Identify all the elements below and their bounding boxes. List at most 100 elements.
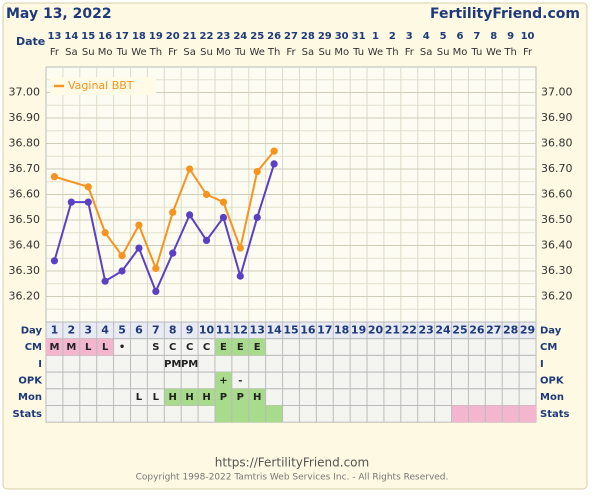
day-number: 11 xyxy=(216,323,231,336)
cell-fill xyxy=(198,388,215,406)
cell-fill xyxy=(231,338,249,356)
cell-text: L xyxy=(85,342,92,353)
date: 13 xyxy=(47,31,61,42)
data-point xyxy=(101,229,109,237)
y-tick-label: 36.50 xyxy=(9,213,41,226)
y-tick-label-right: 36.80 xyxy=(541,137,573,150)
day-number: 29 xyxy=(520,323,535,336)
day-number: 4 xyxy=(101,323,109,336)
cell-fill xyxy=(79,338,97,356)
row-label: I xyxy=(38,359,42,370)
table-row xyxy=(45,388,537,406)
cell-fill xyxy=(214,372,232,389)
y-tick-label: 37.00 xyxy=(9,86,41,99)
cell-text: M xyxy=(66,342,76,353)
y-tick-label: 36.20 xyxy=(9,290,41,303)
weekday: Su xyxy=(318,47,331,58)
date: 27 xyxy=(284,31,298,42)
y-tick-label: 36.70 xyxy=(9,162,41,175)
y-tick-label-right: 36.30 xyxy=(541,264,573,277)
weekday: Su xyxy=(82,47,95,58)
cell-text: M xyxy=(49,342,59,353)
data-point xyxy=(50,257,59,265)
cell-text: P xyxy=(237,392,244,403)
table-row xyxy=(45,354,537,373)
date: 1 xyxy=(372,31,379,42)
day-number: 17 xyxy=(317,323,332,336)
day-number: 8 xyxy=(169,323,177,336)
day-number: 1 xyxy=(51,323,59,336)
day-number: 3 xyxy=(84,323,92,336)
weekday: Th xyxy=(385,47,398,58)
data-point xyxy=(101,277,109,285)
weekday: Sa xyxy=(65,47,77,58)
cell-fill xyxy=(231,388,249,406)
date: 15 xyxy=(81,31,95,42)
day-number: 28 xyxy=(503,323,518,336)
data-point xyxy=(202,190,211,199)
day-number: 15 xyxy=(283,323,298,336)
cell-fill xyxy=(248,405,266,423)
data-point xyxy=(236,244,244,252)
cell-fill xyxy=(231,405,249,423)
day-number: 5 xyxy=(118,323,126,336)
cell-text: E xyxy=(220,342,227,353)
data-point xyxy=(152,287,160,295)
y-tick-label: 36.80 xyxy=(9,137,41,150)
date: 30 xyxy=(335,31,349,42)
day-number: 7 xyxy=(152,323,160,336)
row-label: Mon xyxy=(18,392,42,403)
data-point xyxy=(219,213,228,222)
cell-fill xyxy=(164,388,182,406)
cell-text: L xyxy=(136,392,143,403)
row-label-right: I xyxy=(540,359,544,370)
cell-fill xyxy=(485,405,503,423)
day-number: 22 xyxy=(402,323,417,336)
date: 4 xyxy=(423,31,430,42)
row-label-right: CM xyxy=(540,342,557,353)
weekday: Tu xyxy=(352,47,364,58)
cell-fill xyxy=(265,405,283,423)
date: 24 xyxy=(233,31,247,42)
y-tick-label-right: 36.40 xyxy=(541,239,573,252)
y-tick-label: 36.30 xyxy=(9,264,41,277)
y-tick-label-right: 36.60 xyxy=(541,188,573,201)
date: 5 xyxy=(440,31,447,42)
cell-text: PM xyxy=(164,359,181,370)
date: 10 xyxy=(521,31,535,42)
weekday: We xyxy=(486,47,501,58)
data-point xyxy=(135,244,143,252)
date: 18 xyxy=(132,31,146,42)
row-label: Stats xyxy=(13,409,43,420)
date: 6 xyxy=(456,31,463,42)
cell-text: E xyxy=(237,342,244,353)
weekday: Fr xyxy=(286,47,296,58)
data-point xyxy=(118,267,126,275)
weekday: Th xyxy=(503,47,516,58)
cell-text: C xyxy=(186,342,193,353)
weekday: Tu xyxy=(234,47,246,58)
cell-text: H xyxy=(253,392,261,403)
date: 9 xyxy=(507,31,514,42)
y-tick-label: 36.60 xyxy=(9,188,41,201)
weekday: Su xyxy=(437,47,450,58)
cell-fill xyxy=(181,388,199,406)
cell-fill xyxy=(248,338,266,356)
weekday: Sa xyxy=(420,47,432,58)
cell-text: + xyxy=(219,375,227,386)
data-point xyxy=(186,211,194,219)
y-tick-label: 36.40 xyxy=(9,239,41,252)
data-point xyxy=(169,249,177,257)
day-number: 24 xyxy=(435,323,451,336)
date: 25 xyxy=(250,31,264,42)
header-date: May 13, 2022 xyxy=(6,6,112,22)
data-point xyxy=(186,165,194,173)
cell-fill xyxy=(451,405,469,423)
series-line xyxy=(53,163,276,295)
y-tick-label-right: 36.50 xyxy=(541,213,573,226)
date: 20 xyxy=(166,31,180,42)
date: 29 xyxy=(318,31,332,42)
day-number: 18 xyxy=(334,323,349,336)
date: 3 xyxy=(406,31,413,42)
